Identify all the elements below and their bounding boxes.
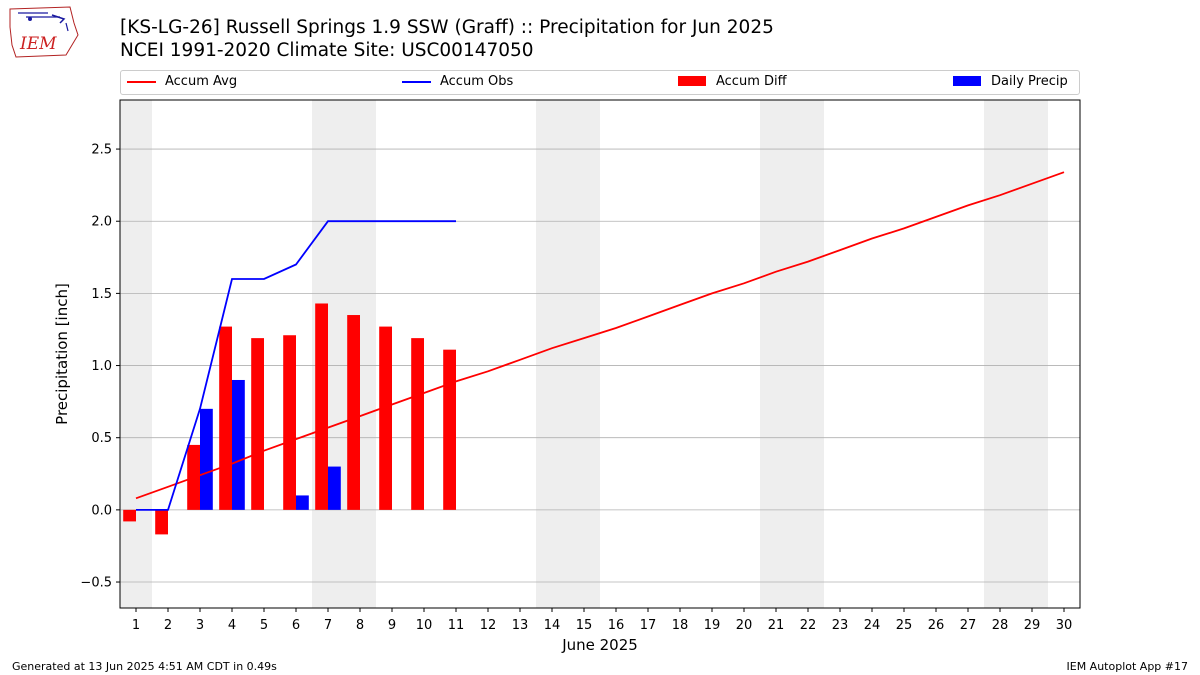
x-tick-label: 26 [928,618,945,633]
x-tick-label: 15 [576,618,593,633]
daily-precip-bar [200,408,213,510]
x-tick-label: 14 [544,618,561,633]
x-tick-label: 9 [388,618,396,633]
weekend-band [1016,100,1048,608]
chart-title: [KS-LG-26] Russell Springs 1.9 SSW (Graf… [120,17,774,38]
legend-label-accum-avg: Accum Avg [165,74,238,89]
accum-diff-bar [379,326,392,510]
accum-diff-bar [283,335,296,510]
x-tick-label: 16 [608,618,625,633]
x-tick-label: 23 [832,618,849,633]
x-tick-label: 18 [672,618,689,633]
y-tick-label: 1.0 [91,359,112,374]
y-tick-label: 0.0 [91,503,112,518]
x-tick-label: 1 [132,618,140,633]
weekend-band [792,100,824,608]
accum-diff-bar [347,315,360,510]
x-tick-label: 6 [292,618,300,633]
footer-app-text: IEM Autoplot App #17 [1066,660,1189,673]
x-tick-label: 28 [992,618,1009,633]
x-tick-label: 3 [196,618,204,633]
x-tick-label: 4 [228,618,236,633]
x-tick-label: 21 [768,618,785,633]
iem-logo: IEM [9,6,79,58]
x-tick-label: 20 [736,618,753,633]
x-tick-label: 12 [480,618,497,633]
x-tick-label: 11 [448,618,465,633]
x-tick-label: 29 [1024,618,1041,633]
accum-diff-bar [443,349,456,510]
legend-swatch-daily-precip [953,76,981,86]
x-tick-label: 13 [512,618,529,633]
weekend-band [120,100,152,608]
x-axis-label: June 2025 [561,636,638,654]
accum-diff-bar [411,338,424,510]
y-tick-label: −0.5 [80,576,112,591]
accum-diff-bar [123,509,136,522]
daily-precip-bar [296,495,309,510]
y-axis-label: Precipitation [inch] [53,283,71,425]
weekend-band [568,100,600,608]
daily-precip-bar [232,379,245,510]
x-tick-label: 30 [1056,618,1073,633]
legend-swatch-accum-avg [127,81,156,83]
x-tick-label: 8 [356,618,364,633]
x-tick-label: 10 [416,618,433,633]
y-tick-label: 2.5 [91,143,112,158]
weekend-band [760,100,792,608]
weekend-band [536,100,568,608]
y-tick-label: 1.5 [91,287,112,302]
accum-diff-bar [155,509,168,535]
x-tick-label: 5 [260,618,268,633]
legend: Accum Avg Accum Obs Accum Diff Daily Pre… [120,70,1080,95]
accum-diff-bar [315,303,328,510]
plot-frame [119,99,1081,609]
x-tick-label: 17 [640,618,657,633]
logo-text: IEM [19,34,57,54]
accum-obs-line [136,220,456,511]
x-tick-label: 19 [704,618,721,633]
legend-label-accum-obs: Accum Obs [440,74,514,89]
legend-swatch-accum-obs [402,81,431,83]
legend-label-daily-precip: Daily Precip [991,74,1068,89]
x-tick-label: 24 [864,618,881,633]
accum-diff-bar [219,326,232,510]
x-tick-label: 22 [800,618,817,633]
legend-label-accum-diff: Accum Diff [716,74,787,89]
legend-swatch-accum-diff [678,76,706,86]
accum-diff-bar [251,338,264,510]
chart-subtitle: NCEI 1991-2020 Climate Site: USC00147050 [120,40,534,61]
x-tick-label: 25 [896,618,913,633]
y-tick-label: 0.5 [91,431,112,446]
footer-generated-text: Generated at 13 Jun 2025 4:51 AM CDT in … [12,660,277,673]
x-tick-label: 7 [324,618,332,633]
accum-avg-line [135,171,1065,500]
x-tick-label: 27 [960,618,977,633]
x-tick-label: 2 [164,618,172,633]
y-tick-label: 2.0 [91,215,112,230]
daily-precip-bar [328,466,341,510]
weekend-band [984,100,1016,608]
